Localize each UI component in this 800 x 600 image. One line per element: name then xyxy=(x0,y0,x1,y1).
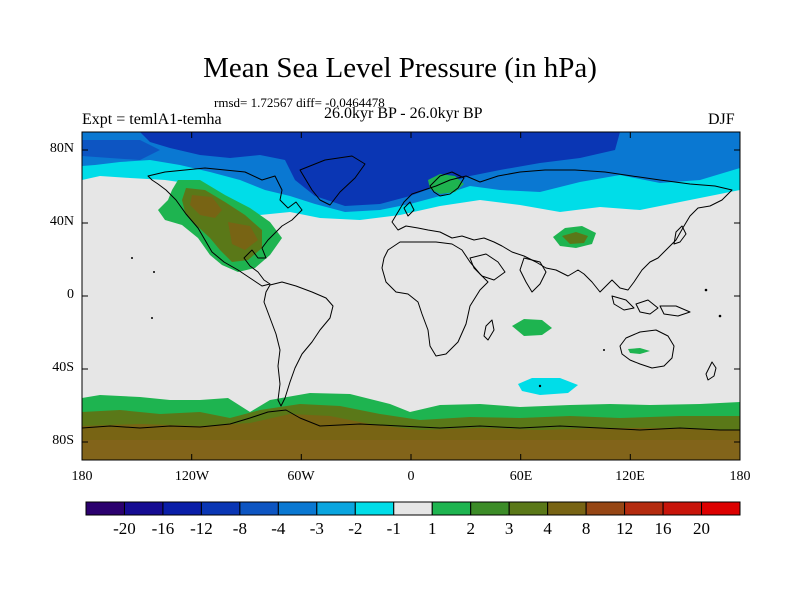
japan-coast xyxy=(673,225,687,245)
colorbar-swatch xyxy=(624,501,664,516)
colorbar-label: 16 xyxy=(654,519,672,538)
stats-line: rmsd= 1.72567 diff= -0.0464478 xyxy=(214,95,385,110)
axis-ticks xyxy=(82,132,740,460)
greenland-coast xyxy=(299,155,366,206)
eurasia-coast xyxy=(391,169,733,293)
antarctica-coast xyxy=(82,409,740,431)
small-islands xyxy=(131,257,722,388)
lon-label-0: 0 xyxy=(407,469,415,484)
lon-label-180w: 180 xyxy=(71,469,93,484)
colorbar-swatch xyxy=(701,501,741,516)
lon-label-60w: 60W xyxy=(287,469,315,484)
colorbar-swatch xyxy=(470,501,510,516)
lon-label-60e: 60E xyxy=(509,469,533,484)
colorbar-label: -3 xyxy=(309,519,324,538)
period-label: 26.0kyr BP - 26.0kyr BP xyxy=(324,105,483,122)
north-america-brown xyxy=(190,195,258,250)
tibet-olive xyxy=(562,232,588,244)
colorbar-label: -1 xyxy=(386,519,401,538)
season-label: DJF xyxy=(708,111,735,128)
south-atlantic-cyan xyxy=(518,378,578,395)
australia-green xyxy=(628,348,650,354)
indian-ocean-green xyxy=(512,319,552,336)
colorbar-swatch xyxy=(662,501,703,516)
colorbar-label: -20 xyxy=(113,519,136,538)
coastlines xyxy=(82,155,740,431)
experiment-label: Expt = temlA1-temha xyxy=(82,111,222,128)
africa-coast xyxy=(381,241,489,357)
colorbar-swatch xyxy=(85,501,125,516)
colorbar-swatch xyxy=(354,501,395,516)
lon-label-120e: 120E xyxy=(615,469,645,484)
colorbar-swatch xyxy=(585,501,626,516)
colorbar-swatch xyxy=(508,501,549,516)
lat-label-40n: 40N xyxy=(49,214,74,229)
lat-label-0: 0 xyxy=(67,287,74,302)
colorbar-swatch xyxy=(393,501,433,516)
colorbar-label: 4 xyxy=(543,519,552,538)
scandinavia-coast xyxy=(429,171,465,197)
colorbar-label: -2 xyxy=(348,519,363,538)
lon-label-120w: 120W xyxy=(174,469,210,484)
colorbar xyxy=(85,501,741,516)
colorbar-label: -12 xyxy=(190,519,213,538)
nw-pacific-blue xyxy=(82,140,160,160)
north-america-coast xyxy=(147,167,303,287)
colorbar-label: -8 xyxy=(232,519,247,538)
colorbar-swatch xyxy=(200,501,241,516)
colorbar-swatch xyxy=(316,501,356,516)
colorbar-swatch xyxy=(162,501,202,516)
colorbar-label: 3 xyxy=(504,519,514,538)
antarctic-brown xyxy=(82,440,740,460)
colorbar-swatch xyxy=(123,501,164,516)
arabia-coast xyxy=(469,253,506,281)
india-coast xyxy=(519,257,547,293)
se-asia-islands xyxy=(611,295,691,317)
colorbar-swatch xyxy=(547,501,587,516)
north-deep-blue-core xyxy=(140,132,620,206)
lat-label-80s: 80S xyxy=(52,433,74,448)
colorbar-label: -4 xyxy=(271,519,286,538)
colorbar-label: 1 xyxy=(427,519,437,538)
colorbar-label: 20 xyxy=(693,519,711,538)
lat-label-80n: 80N xyxy=(49,141,74,156)
uk-coast xyxy=(403,201,415,217)
lat-label-40s: 40S xyxy=(52,360,74,375)
colorbar-swatch xyxy=(239,501,279,516)
colorbar-label: 12 xyxy=(616,519,634,538)
colorbar-label: 8 xyxy=(581,519,591,538)
map-title: Mean Sea Level Pressure (in hPa) xyxy=(203,52,597,84)
colorbar-swatch xyxy=(277,501,318,516)
madagascar-coast xyxy=(483,319,495,341)
new-zealand-coast xyxy=(705,361,717,381)
colorbar-swatch xyxy=(431,501,472,516)
lon-label-180e: 180 xyxy=(729,469,751,484)
colorbar-label: -16 xyxy=(151,519,175,538)
south-america-coast xyxy=(263,281,334,407)
colorbar-label: 2 xyxy=(466,519,475,538)
australia-coast xyxy=(619,329,675,369)
